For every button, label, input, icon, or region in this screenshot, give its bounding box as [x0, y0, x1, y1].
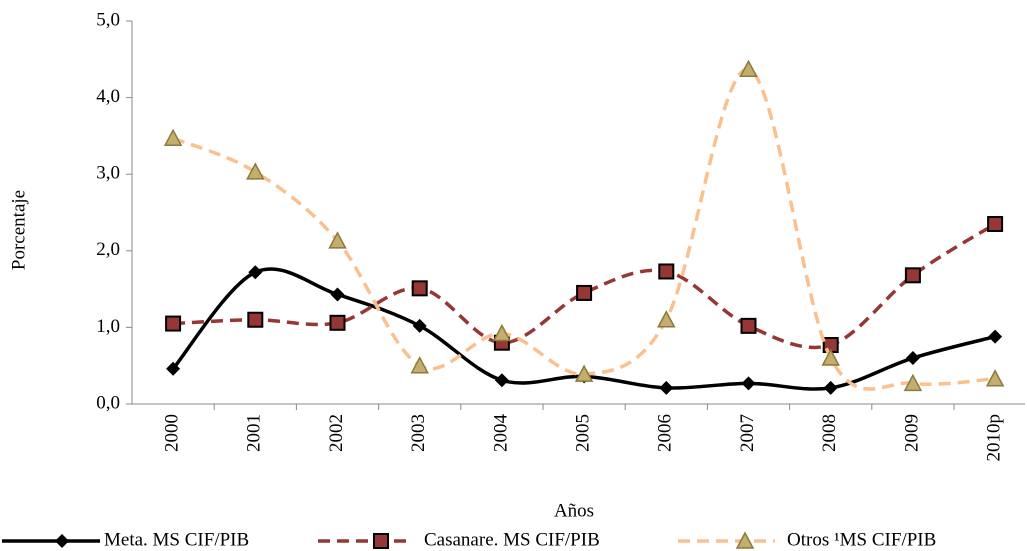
marker — [328, 231, 347, 249]
x-tick-label: 2000 — [161, 414, 182, 452]
marker — [905, 351, 920, 366]
x-tick-label: 2009 — [901, 414, 922, 452]
x-tick-label: 2002 — [326, 414, 347, 452]
y-tick-label: 3,0 — [96, 163, 120, 184]
marker — [985, 369, 1005, 387]
legend-label: Otros ¹MS CIF/PIB — [787, 529, 936, 550]
marker — [410, 356, 429, 374]
marker — [163, 128, 183, 146]
marker — [821, 348, 840, 366]
legend-label: Casanare. MS CIF/PIB — [424, 529, 600, 550]
marker — [492, 323, 512, 342]
x-axis-title: Años — [554, 500, 594, 521]
marker — [988, 329, 1003, 344]
marker — [247, 311, 264, 328]
marker — [55, 534, 69, 548]
x-tick-label: 2010p — [983, 414, 1004, 462]
marker — [576, 284, 593, 301]
x-tick-label: 2006 — [655, 414, 676, 452]
marker — [903, 373, 923, 392]
marker — [739, 59, 758, 78]
marker — [657, 310, 676, 328]
x-tick-label: 2008 — [819, 414, 840, 452]
marker — [248, 265, 263, 280]
x-tick-label: 2007 — [737, 414, 758, 452]
marker — [412, 318, 427, 333]
series-line — [172, 67, 996, 391]
marker — [411, 280, 428, 297]
marker — [904, 267, 921, 284]
y-tick-label: 2,0 — [96, 239, 120, 260]
marker — [166, 361, 181, 376]
legend-label: Meta. MS CIF/PIB — [104, 529, 249, 550]
x-tick-label: 2004 — [490, 414, 511, 453]
marker — [494, 373, 509, 388]
marker — [330, 287, 345, 302]
marker — [659, 380, 674, 395]
marker — [373, 533, 389, 549]
marker — [246, 162, 265, 180]
marker — [574, 364, 594, 382]
y-tick-label: 4,0 — [96, 86, 120, 107]
y-tick-label: 5,0 — [96, 9, 120, 30]
marker — [741, 376, 756, 391]
y-axis-title: Porcentaje — [8, 190, 29, 270]
x-tick-label: 2001 — [244, 414, 265, 452]
y-tick-label: 0,0 — [96, 392, 120, 413]
x-tick-label: 2003 — [408, 414, 429, 452]
x-tick-label: 2005 — [572, 414, 593, 452]
marker — [735, 531, 755, 549]
y-tick-label: 1,0 — [96, 316, 120, 337]
marker — [740, 317, 757, 334]
marker — [823, 380, 838, 395]
marker — [165, 315, 182, 332]
marker — [329, 314, 346, 331]
marker — [658, 263, 675, 280]
marker — [987, 215, 1004, 232]
